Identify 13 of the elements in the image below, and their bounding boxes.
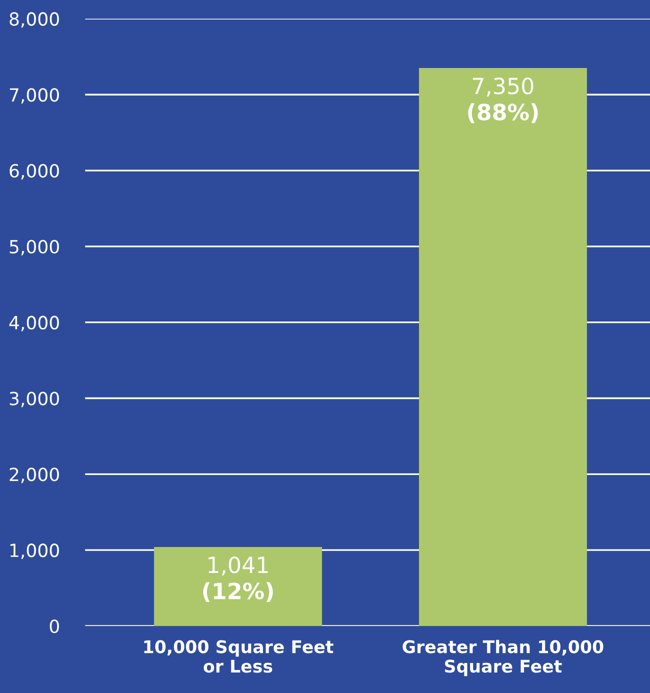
- y-tick-label: 0: [50, 619, 59, 634]
- y-tick-label: 4,000: [9, 316, 59, 332]
- y-tick-label: 7,000: [10, 88, 59, 104]
- y-tick-label: 8,000: [10, 12, 59, 28]
- data-label: 7,350 (88%): [468, 78, 538, 124]
- x-tick-label: 10,000 Square Feet or Less: [144, 640, 334, 673]
- y-tick-label: 6,000: [10, 164, 59, 180]
- data-label: 1,041 (12%): [203, 556, 273, 602]
- y-tick-label: 1,000: [10, 544, 59, 560]
- y-tick-label: 3,000: [10, 392, 59, 408]
- y-tick-label: 5,000: [10, 240, 59, 256]
- y-tick-label: 2,000: [10, 468, 59, 484]
- x-tick-label: Greater Than 10,000 Square Feet: [402, 640, 604, 676]
